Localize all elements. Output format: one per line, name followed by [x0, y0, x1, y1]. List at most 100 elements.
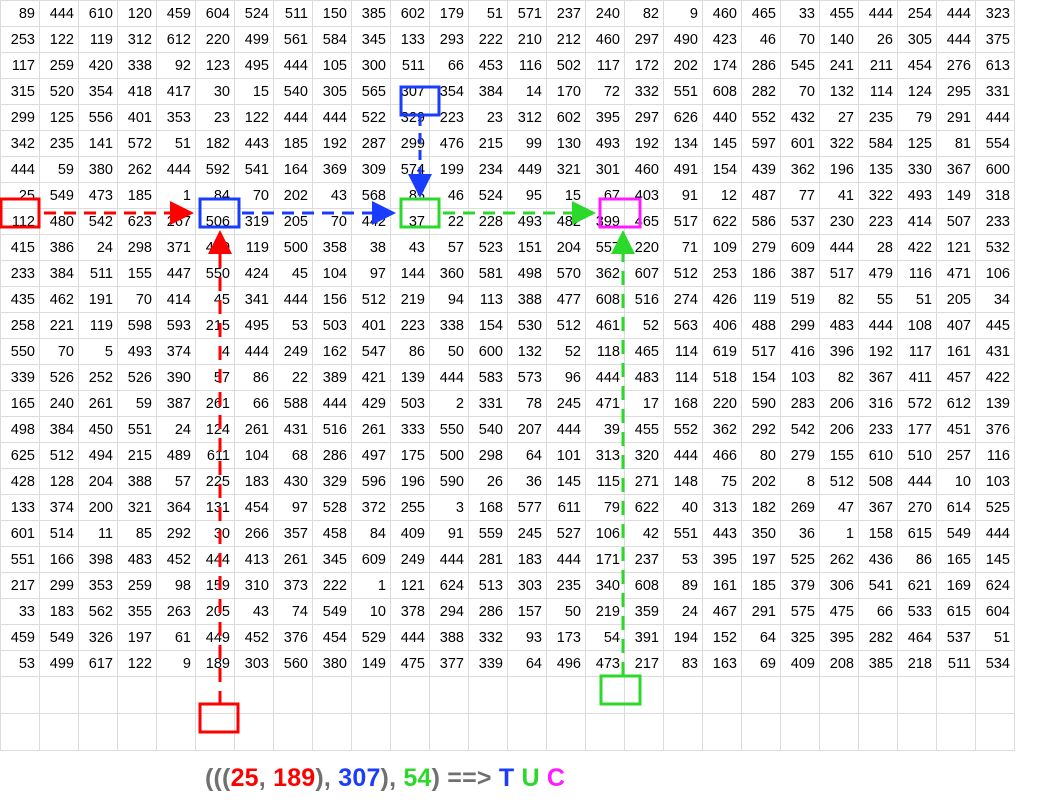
grid-cell: 140: [819, 26, 859, 53]
grid-cell: 98: [156, 572, 196, 599]
grid-cell: 421: [351, 364, 391, 391]
grid-cell: 590: [429, 468, 469, 495]
grid-cell: 533: [897, 598, 937, 625]
grid-cell-empty: [39, 676, 79, 714]
grid-cell: 182: [195, 130, 235, 157]
grid-cell: 165: [0, 390, 40, 417]
grid-cell: 332: [468, 624, 508, 651]
grid-cell: 465: [741, 0, 781, 27]
grid-row: 550 70 5 493 374 4 444 249 162 547 86 50 600 132 52 118…: [0, 338, 1015, 365]
grid-cell: 454: [897, 52, 937, 79]
grid-cell: 84: [351, 520, 391, 547]
grid-cell: 494: [78, 442, 118, 469]
grid-cell: 610: [78, 0, 118, 27]
grid-row: 217 299 353 259 98 159 310 373 222 1 121 624 513 303 2…: [0, 572, 1015, 599]
grid-cell: 318: [975, 182, 1015, 209]
grid-cell: 51: [897, 286, 937, 313]
grid-cell: 9: [156, 650, 196, 677]
grid-cell: 493: [117, 338, 157, 365]
grid-cell: 330: [897, 156, 937, 183]
grid-cell: 482: [546, 208, 586, 235]
grid-cell: 261: [195, 390, 235, 417]
grid-cell: 202: [741, 468, 781, 495]
grid-cell: 596: [351, 468, 391, 495]
grid-cell: 305: [897, 26, 937, 53]
grid-cell: 332: [624, 78, 664, 105]
grid-row: 315 520 354 418 417 30 15 540 305 565 307 354 384 14 1…: [0, 78, 1015, 105]
grid-cell: 97: [351, 260, 391, 287]
grid-cell: 152: [702, 624, 742, 651]
grid-cell: 455: [819, 0, 859, 27]
grid-cell: 444: [546, 416, 586, 443]
grid-cell: 572: [117, 130, 157, 157]
grid-cell: 498: [0, 416, 40, 443]
grid-cell: 51: [975, 624, 1015, 651]
grid-cell: 57: [429, 234, 469, 261]
grid-cell-empty: [195, 713, 235, 751]
grid-cell: 309: [351, 156, 391, 183]
grid-cell: 395: [702, 546, 742, 573]
grid-cell: 283: [780, 390, 820, 417]
grid-cell: 279: [741, 234, 781, 261]
grid-cell: 166: [39, 546, 79, 573]
grid-cell: 220: [702, 390, 742, 417]
grid-cell: 245: [507, 520, 547, 547]
grid-cell: 117: [0, 52, 40, 79]
grid-cell: 33: [780, 0, 820, 27]
grid-cell: 220: [195, 26, 235, 53]
grid-cell: 444: [234, 338, 274, 365]
grid-cell: 493: [585, 130, 625, 157]
grid-cell: 53: [0, 650, 40, 677]
grid-cell: 523: [468, 234, 508, 261]
grid-cell: 315: [0, 78, 40, 105]
grid-cell: 503: [390, 390, 430, 417]
grid-cell: 380: [312, 650, 352, 677]
grid-cell: 466: [702, 442, 742, 469]
grid-cell: 445: [975, 312, 1015, 339]
grid-cell: 626: [663, 104, 703, 131]
grid-cell: 161: [702, 572, 742, 599]
grid-cell: 444: [663, 442, 703, 469]
grid-cell: 11: [78, 520, 118, 547]
grid-cell: 70: [780, 26, 820, 53]
grid-cell: 600: [975, 156, 1015, 183]
grid-cell: 67: [585, 182, 625, 209]
grid-cell: 613: [975, 52, 1015, 79]
grid-cell: 550: [429, 416, 469, 443]
grid-cell: 119: [741, 286, 781, 313]
grid-cell: 512: [663, 260, 703, 287]
grid-cell: 85: [117, 520, 157, 547]
grid-cell: 128: [39, 468, 79, 495]
grid-cell: 223: [390, 312, 430, 339]
grid-cell: 532: [975, 234, 1015, 261]
grid-cell: 586: [741, 208, 781, 235]
grid-cell: 414: [897, 208, 937, 235]
grid-cell: 321: [117, 494, 157, 521]
formula-close-2: ),: [380, 764, 404, 792]
grid-cell: 46: [741, 26, 781, 53]
grid-cell-empty: [312, 713, 352, 751]
grid-cell: 196: [819, 156, 859, 183]
grid-cell: 24: [663, 598, 703, 625]
grid-cell: 488: [741, 312, 781, 339]
grid-cell: 362: [702, 416, 742, 443]
grid-cell: 516: [624, 286, 664, 313]
grid-row: 33 183 562 355 263 205 43 74 549 10 378 294 286 157 50…: [0, 598, 1015, 625]
grid-cell: 165: [936, 546, 976, 573]
grid-cell: 483: [117, 546, 157, 573]
grid-cell: 624: [975, 572, 1015, 599]
grid-cell: 473: [585, 650, 625, 677]
grid-cell: 86: [234, 364, 274, 391]
grid-cell: 358: [312, 234, 352, 261]
grid-cell: 549: [312, 598, 352, 625]
grid-cell-empty: [819, 676, 859, 714]
grid-cell: 306: [819, 572, 859, 599]
grid-cell: 406: [702, 312, 742, 339]
grid-cell: 497: [351, 442, 391, 469]
grid-cell-empty: [858, 713, 898, 751]
grid-cell: 512: [819, 468, 859, 495]
grid-cell-empty: [0, 713, 40, 751]
grid-cell: 297: [624, 104, 664, 131]
grid-cell: 444: [819, 234, 859, 261]
grid-cell: 252: [78, 364, 118, 391]
